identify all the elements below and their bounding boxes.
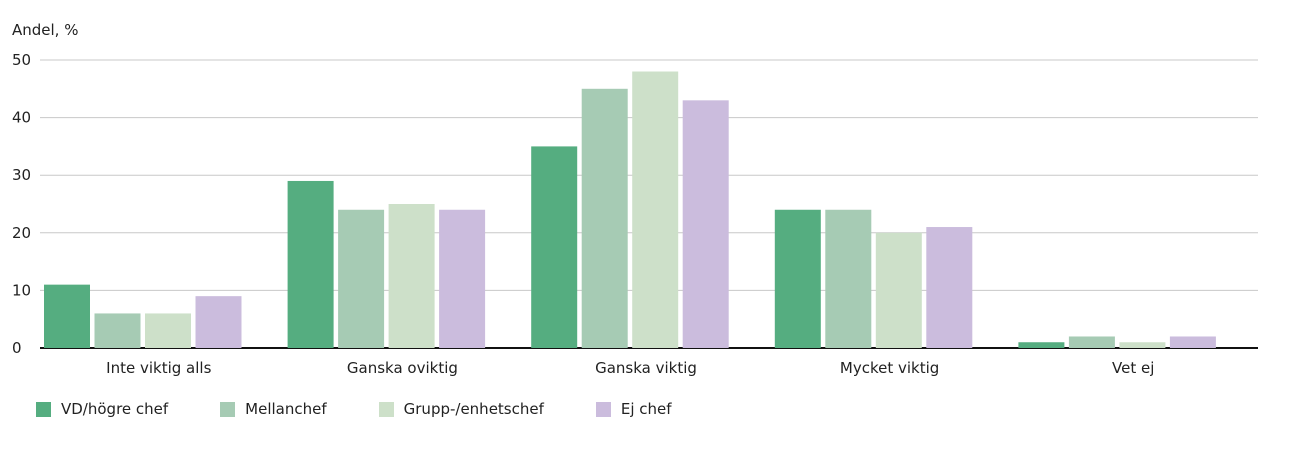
y-tick-label: 10 [12,281,31,299]
legend-item: Grupp-/enhetschef [378,400,544,418]
x-tick-label: Inte viktig alls [106,359,211,377]
legend-swatch [378,401,394,417]
y-tick-label: 40 [12,109,31,127]
bar [94,313,141,348]
x-tick-label: Ganska oviktig [347,359,458,377]
bar [287,180,334,348]
legend-swatch [36,401,51,417]
bar [388,204,435,348]
legend-item: Ej chef [595,400,672,418]
bar [682,100,729,348]
bar [1169,336,1216,348]
bar [145,313,191,348]
legend-swatch [220,401,236,417]
x-tick-label: Vet ej [1112,359,1154,377]
legend: VD/högre chef Mellanchef Grupp-/enhetschef… [36,400,724,418]
legend-swatch [595,401,611,417]
bar [632,71,679,349]
bar [338,209,385,348]
y-tick-label: 30 [12,166,31,184]
legend-label: VD/högre chef [61,400,169,418]
bar [1119,342,1166,348]
y-axis-label: Andel, % [12,21,78,39]
y-tick-label: 20 [12,224,31,242]
bar [875,232,922,348]
bar [581,88,628,349]
bar [439,209,486,348]
bar [44,284,90,348]
legend-item: VD/högre chef [36,400,168,418]
legend-label: Ej chef [620,400,672,418]
y-tick-label: 50 [12,51,31,69]
legend-label: Mellanchef [245,400,327,418]
bar [195,296,242,348]
x-tick-label: Ganska viktig [595,359,697,377]
bar [531,146,578,348]
bar [1018,342,1065,348]
x-tick-label: Mycket viktig [840,359,939,377]
bar [926,227,973,348]
y-tick-label: 0 [12,339,22,357]
bar [825,209,872,348]
legend-item: Mellanchef [220,400,327,418]
legend-label: Grupp-/enhetschef [403,400,544,418]
bar [1068,336,1115,348]
bar [774,209,821,348]
